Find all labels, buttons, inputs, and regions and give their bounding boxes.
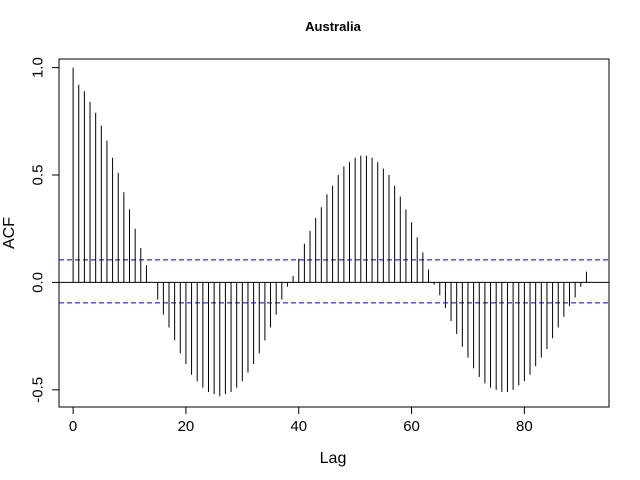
y-tick-label: 1.0 xyxy=(30,57,47,78)
confidence-bounds xyxy=(59,259,609,304)
acf-bars xyxy=(72,67,587,397)
x-tick-label: 80 xyxy=(516,418,533,435)
x-tick-label: 40 xyxy=(290,418,307,435)
y-axis-label: ACF xyxy=(1,217,18,249)
x-tick-label: 60 xyxy=(403,418,420,435)
x-tick-label: 20 xyxy=(178,418,195,435)
x-axis: 0 20 40 60 80 xyxy=(69,406,533,435)
x-axis-label: Lag xyxy=(320,450,347,467)
y-tick-label: -0.5 xyxy=(30,377,47,403)
y-axis: -0.5 0.0 0.5 1.0 xyxy=(30,57,60,403)
plot-frame xyxy=(58,58,610,408)
y-tick-label: 0.0 xyxy=(30,272,47,293)
x-tick-label: 0 xyxy=(69,418,77,435)
y-tick-label: 0.5 xyxy=(30,165,47,186)
chart-title: Australia xyxy=(305,19,361,34)
